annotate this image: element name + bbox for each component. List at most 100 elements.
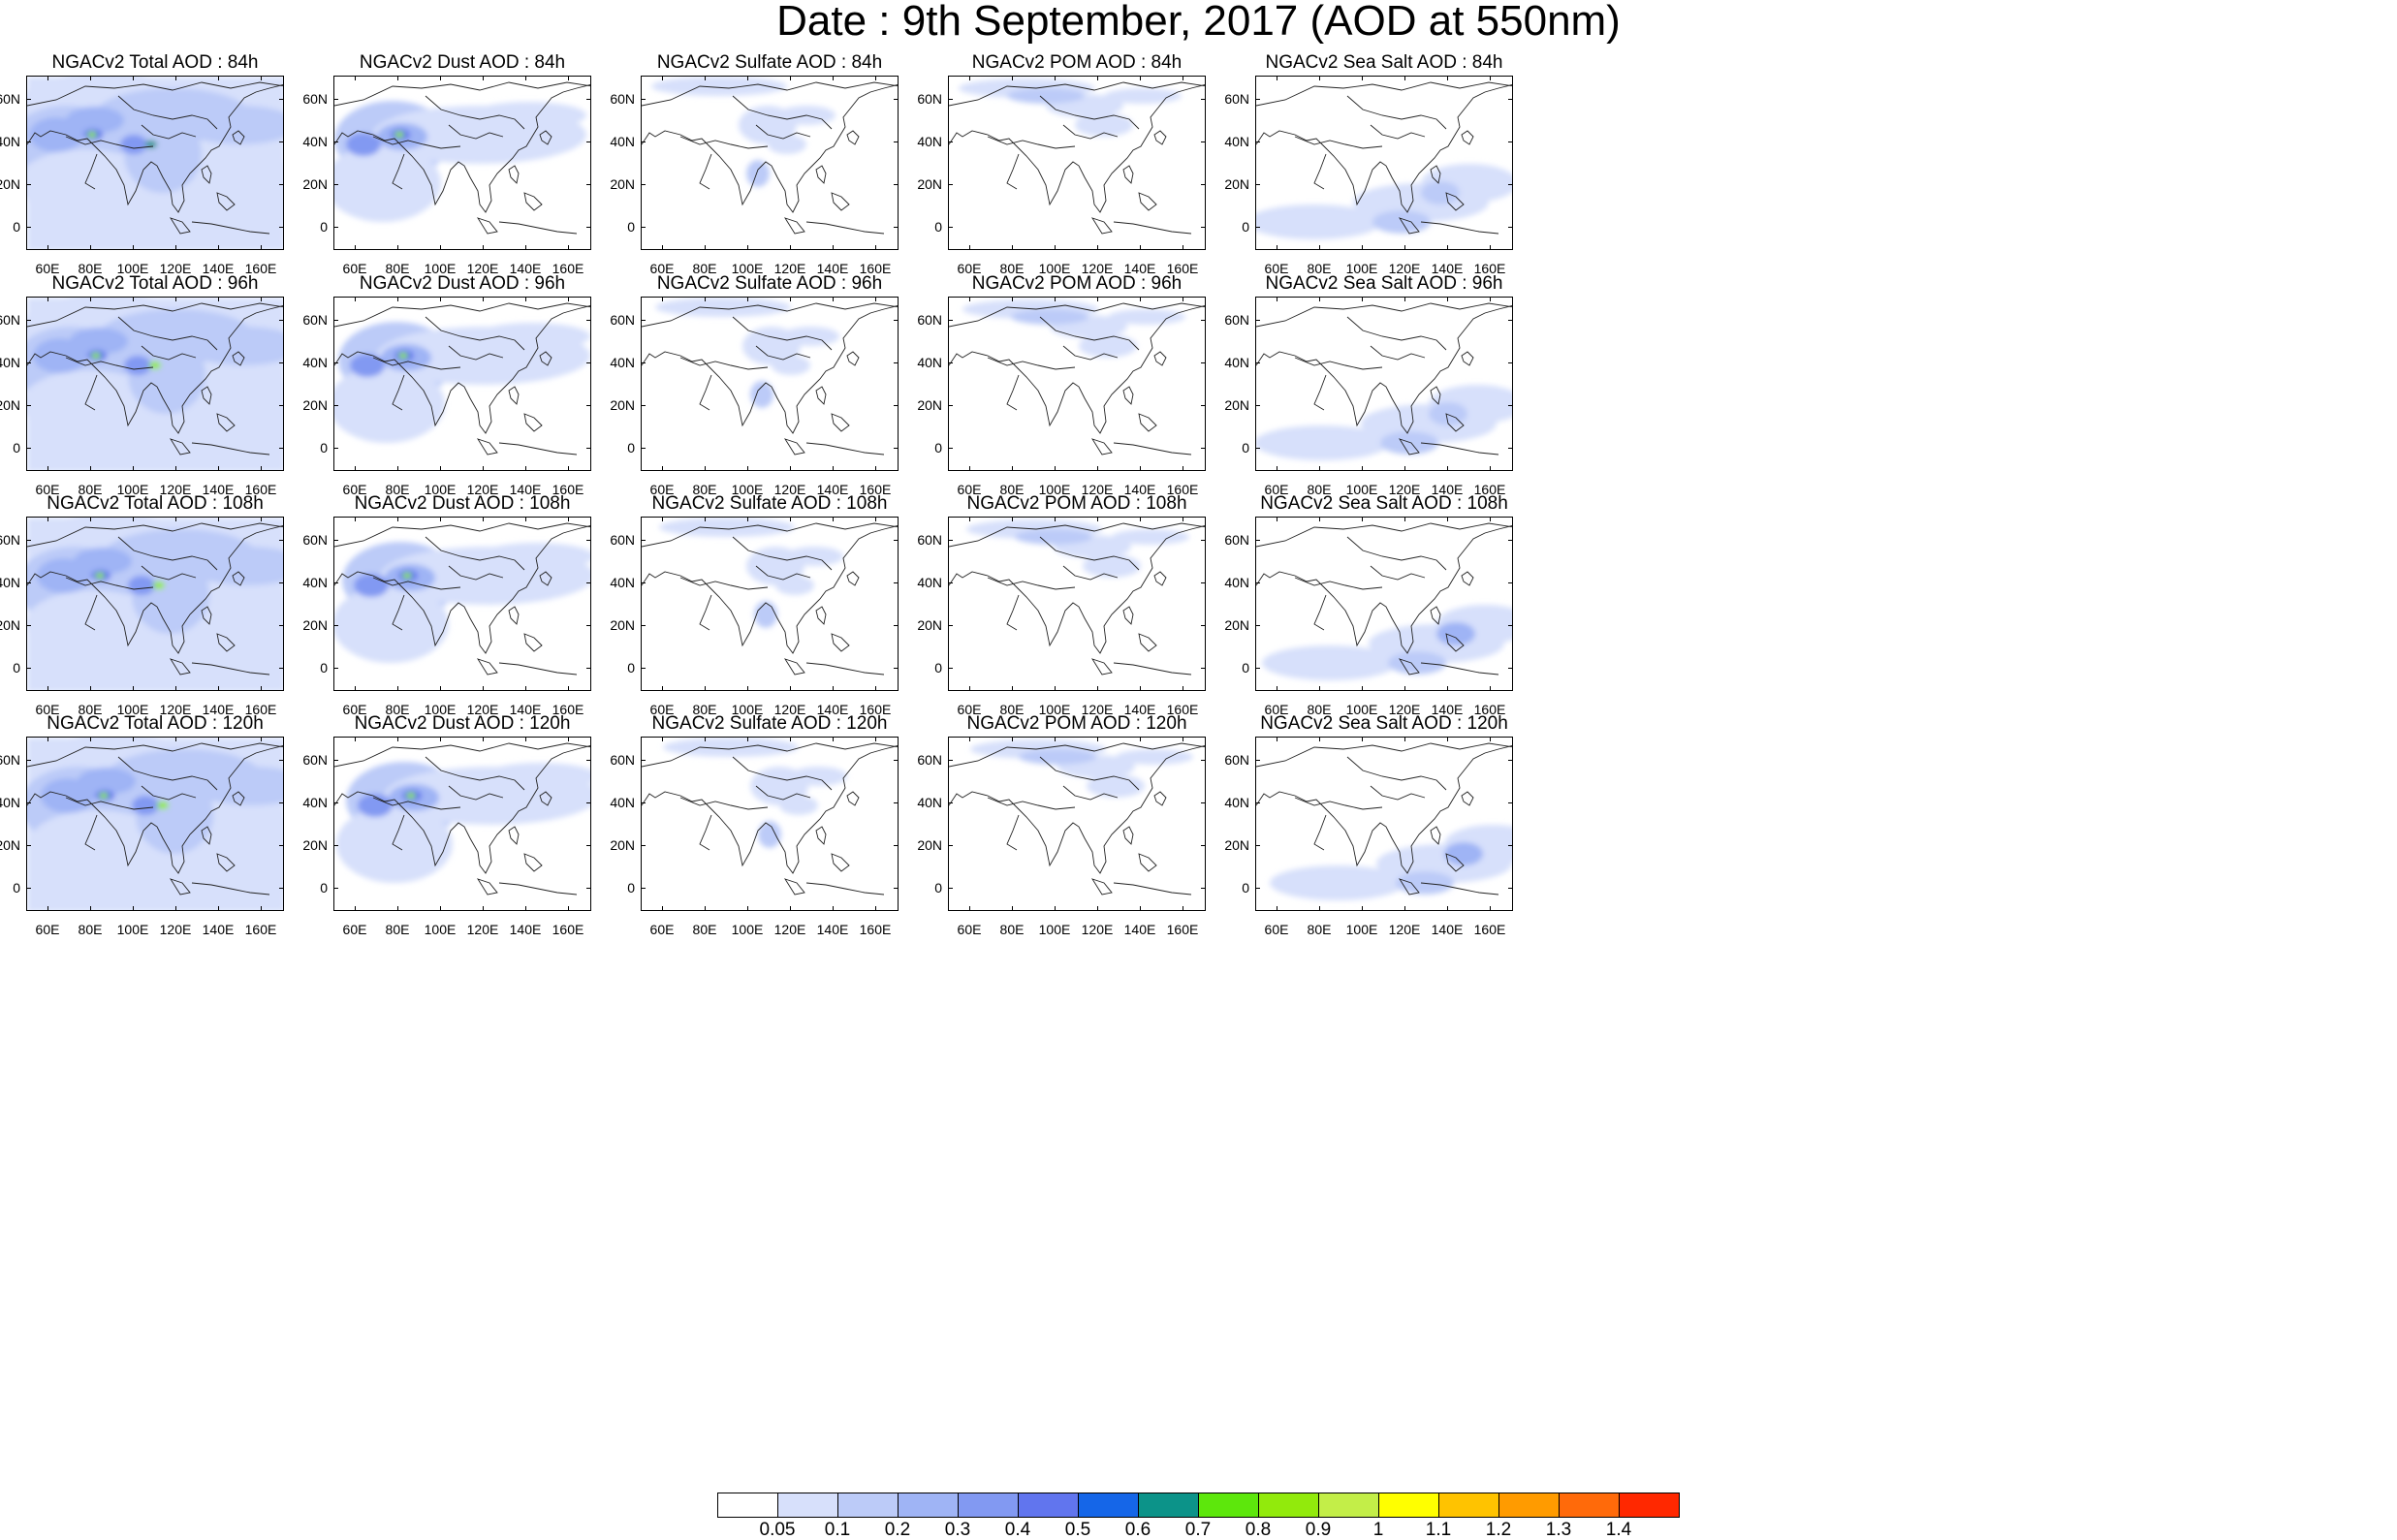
lon-tick-label: 80E (385, 482, 410, 497)
lat-tick (333, 668, 338, 669)
coastline (1039, 95, 1140, 130)
coastline (201, 826, 212, 845)
coastline (476, 438, 498, 456)
lon-tick (90, 737, 91, 741)
lat-tick-label: 20N (1224, 837, 1249, 853)
lon-tick (969, 906, 970, 911)
coastline (1062, 565, 1119, 581)
coastline (755, 345, 811, 361)
lon-tick (1319, 517, 1320, 521)
lon-tick (875, 517, 876, 521)
lon-tick (1319, 76, 1320, 80)
lat-tick (948, 625, 953, 626)
lat-tick (26, 405, 31, 406)
lat-tick (894, 540, 899, 541)
lon-tick (397, 76, 398, 80)
aod-field (659, 518, 795, 537)
lat-tick (1255, 582, 1260, 583)
lon-tick-label: 120E (1081, 922, 1114, 937)
lon-tick-label: 80E (1307, 922, 1332, 937)
lat-tick (894, 448, 899, 449)
lon-tick (1362, 466, 1363, 471)
lon-tick (969, 245, 970, 250)
aod-field (402, 573, 412, 579)
lon-tick (525, 245, 526, 250)
lon-tick (790, 297, 791, 301)
coastline (191, 662, 270, 676)
coastline (1090, 217, 1113, 235)
lat-tick-label: 20N (610, 176, 635, 192)
panel-title: NGACv2 Total AOD : 84h (51, 52, 259, 73)
lat-tick (333, 888, 338, 889)
coastline (498, 442, 578, 456)
lon-tick-label: 160E (552, 482, 584, 497)
aod-field (74, 548, 132, 575)
lon-tick-label: 80E (692, 482, 717, 497)
lat-tick (279, 405, 284, 406)
lat-tick-label: 0 (1242, 660, 1249, 676)
lon-tick (47, 737, 48, 741)
coastline (1256, 305, 1512, 434)
colorbar-label: 1.3 (1545, 1520, 1572, 1540)
lon-tick-label: 140E (816, 922, 849, 937)
lat-tick-label: 20N (302, 397, 328, 413)
lon-tick (397, 466, 398, 471)
lon-tick (568, 76, 569, 80)
lat-tick (586, 184, 591, 185)
lon-tick-label: 160E (244, 482, 277, 497)
lon-tick (568, 517, 569, 521)
aod-map (333, 76, 591, 250)
coastline (523, 413, 543, 432)
coastline (831, 633, 850, 652)
coastline (1420, 662, 1499, 676)
lat-tick-label: 0 (1242, 880, 1249, 896)
aod-field (1104, 88, 1182, 104)
coastline (191, 882, 270, 896)
aod-field (346, 133, 381, 156)
lon-tick (1140, 686, 1141, 691)
lat-tick-label: 20N (1224, 617, 1249, 633)
lon-tick-label: 60E (957, 482, 982, 497)
coastline (1370, 785, 1426, 801)
coastline (372, 797, 461, 810)
lon-tick-label: 120E (1388, 482, 1421, 497)
aod-map (26, 737, 284, 911)
lon-tick-label: 140E (1431, 482, 1464, 497)
lon-tick (1055, 466, 1056, 471)
lon-tick (1490, 76, 1491, 80)
lat-tick-label: 40N (917, 355, 942, 370)
lon-tick (1447, 737, 1448, 741)
coastline (392, 153, 405, 190)
lon-tick (790, 906, 791, 911)
lat-tick (333, 362, 338, 363)
lon-tick (175, 517, 176, 521)
lat-tick (26, 362, 31, 363)
coastline (523, 192, 543, 211)
lon-tick (790, 737, 791, 741)
coastline (498, 662, 578, 676)
coastline (1256, 81, 1512, 107)
lon-tick (440, 466, 441, 471)
lon-tick (662, 517, 663, 521)
lat-tick-label: 20N (0, 176, 20, 192)
coastline (201, 606, 212, 625)
lon-tick-label: 60E (342, 702, 367, 717)
coastline (642, 305, 898, 434)
aod-field (1380, 431, 1438, 455)
lon-tick-label: 100E (116, 482, 149, 497)
lon-tick (175, 737, 176, 741)
lat-tick (948, 582, 953, 583)
lat-tick-label: 0 (934, 219, 942, 235)
lon-tick (397, 517, 398, 521)
lat-tick-label: 0 (13, 880, 20, 896)
lon-tick (1097, 517, 1098, 521)
coastline (539, 571, 552, 586)
colorbar-label: 1.4 (1605, 1520, 1632, 1540)
lat-tick (279, 184, 284, 185)
lat-tick-label: 40N (0, 795, 20, 810)
lon-tick (1447, 245, 1448, 250)
lon-tick-label: 100E (731, 261, 764, 276)
panel-title: NGACv2 Total AOD : 108h (47, 493, 264, 514)
lon-tick (440, 245, 441, 250)
colorbar-label: 0.6 (1124, 1520, 1151, 1540)
